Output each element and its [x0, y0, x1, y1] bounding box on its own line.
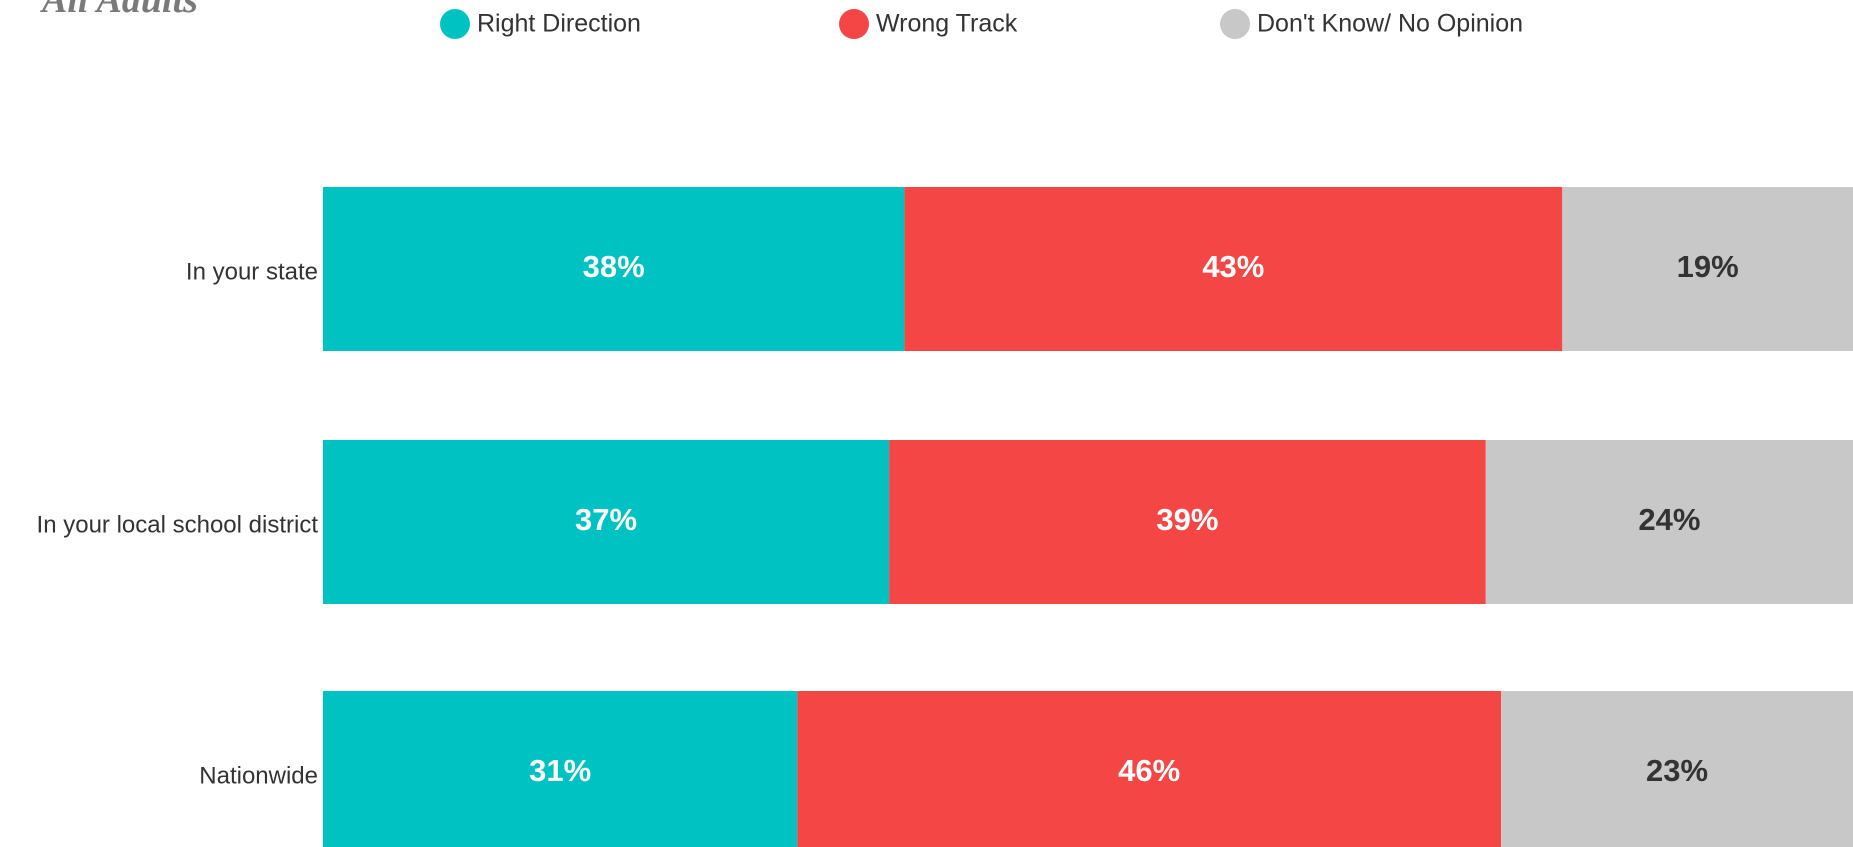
data-label: 37%: [575, 502, 637, 537]
category-label: In your state: [186, 258, 318, 285]
legend-label: Don't Know/ No Opinion: [1257, 10, 1523, 38]
data-label: 31%: [529, 753, 591, 788]
bar-segment: [797, 691, 1502, 847]
data-label: 46%: [1118, 753, 1180, 788]
data-label: 19%: [1677, 249, 1739, 284]
bar-segment: [323, 187, 905, 351]
legend-swatch: [440, 9, 470, 39]
bar-segment: [1501, 691, 1853, 847]
bar-segment: [1562, 187, 1853, 351]
chart-title: All Adults: [40, 0, 198, 21]
legend-label: Right Direction: [477, 10, 641, 38]
legend-swatch: [1220, 9, 1250, 39]
data-label: 38%: [583, 249, 645, 284]
data-label: 43%: [1202, 249, 1264, 284]
category-label: In your local school district: [37, 511, 319, 538]
bar-segment: [889, 440, 1486, 604]
legend-swatch: [839, 9, 869, 39]
data-label: 24%: [1638, 502, 1700, 537]
data-label: 39%: [1156, 502, 1218, 537]
legend-label: Wrong Track: [876, 10, 1018, 38]
bar-segment: [1485, 440, 1853, 604]
bar-segment: [323, 440, 890, 604]
bar-segment: [323, 691, 798, 847]
data-label: 23%: [1646, 753, 1708, 788]
bar-segment: [904, 187, 1563, 351]
category-label: Nationwide: [199, 762, 318, 789]
